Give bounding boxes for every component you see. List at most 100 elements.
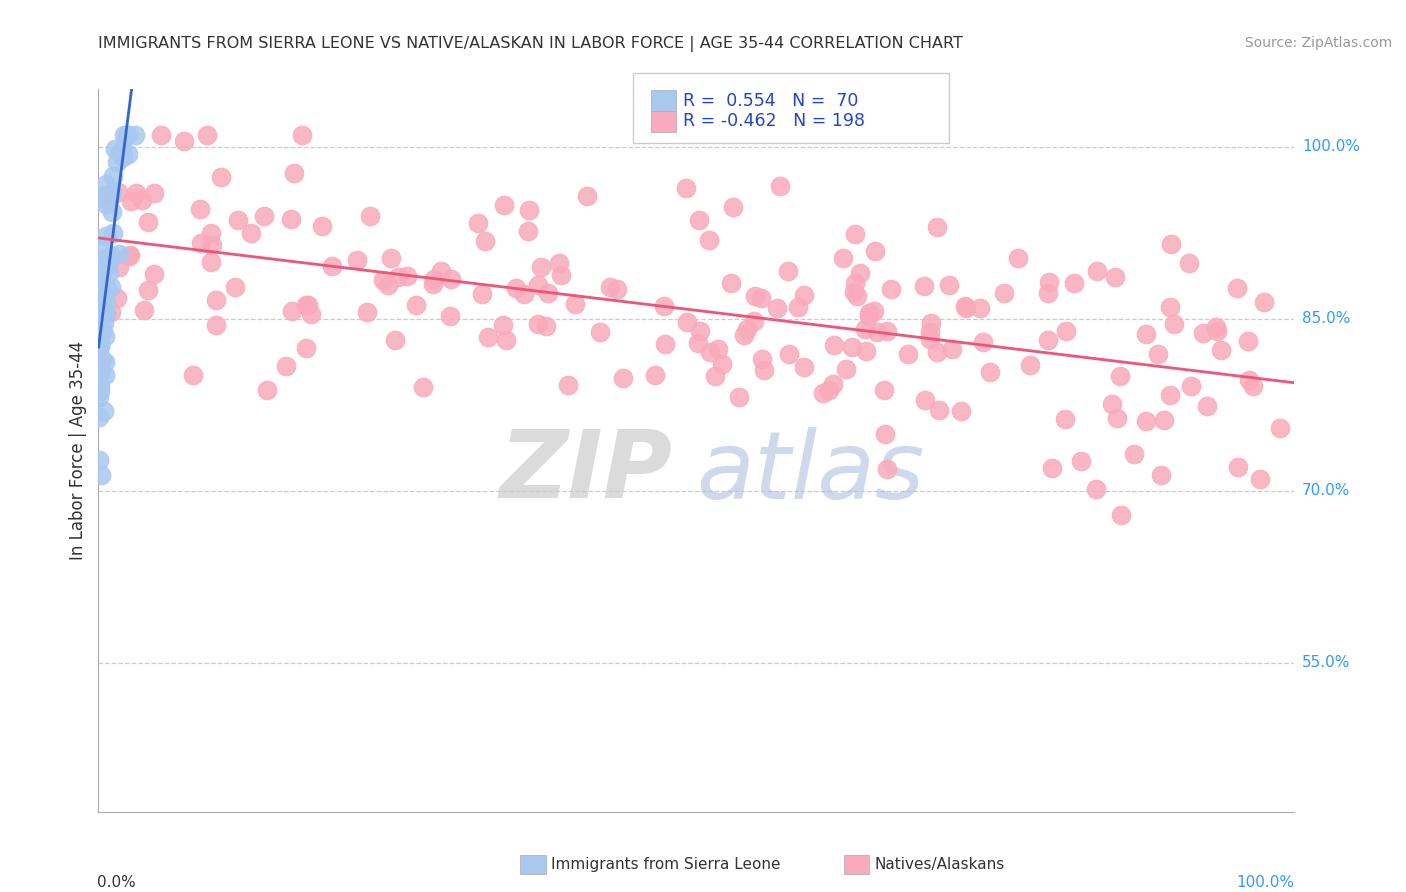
Point	[918, 326, 941, 340]
Point	[873, 383, 896, 397]
Point	[979, 365, 1001, 379]
Point	[87, 369, 110, 384]
Point	[104, 142, 127, 156]
Point	[606, 282, 628, 296]
Point	[811, 386, 834, 401]
Text: ZIP: ZIP	[499, 426, 672, 518]
Point	[89, 384, 111, 398]
Point	[201, 238, 224, 252]
Text: IMMIGRANTS FROM SIERRA LEONE VS NATIVE/ALASKAN IN LABOR FORCE | AGE 35-44 CORREL: IMMIGRANTS FROM SIERRA LEONE VS NATIVE/A…	[98, 36, 963, 52]
Point	[117, 128, 139, 142]
Point	[1063, 276, 1085, 290]
Point	[842, 285, 865, 299]
Point	[89, 279, 111, 293]
Point	[377, 277, 399, 292]
Point	[94, 355, 117, 369]
Point	[371, 273, 394, 287]
Point	[823, 377, 845, 392]
Point	[1070, 454, 1092, 468]
Point	[94, 177, 117, 191]
Point	[793, 359, 815, 374]
Point	[101, 205, 124, 219]
Point	[1084, 482, 1107, 496]
Point	[1195, 399, 1218, 413]
Point	[283, 166, 305, 180]
Point	[142, 186, 165, 200]
Point	[356, 305, 378, 319]
Point	[1135, 327, 1157, 342]
Point	[749, 291, 772, 305]
Point	[914, 392, 936, 407]
Point	[118, 247, 141, 261]
Text: 55.0%: 55.0%	[1302, 655, 1350, 670]
Point	[550, 268, 572, 283]
Point	[925, 345, 948, 359]
Point	[112, 150, 135, 164]
Point	[676, 315, 699, 329]
Point	[527, 317, 550, 331]
Point	[876, 324, 898, 338]
Point	[125, 186, 148, 201]
Point	[90, 468, 112, 483]
Point	[297, 298, 319, 312]
Point	[188, 202, 211, 217]
Point	[134, 303, 156, 318]
Point	[181, 368, 204, 382]
Point	[831, 251, 853, 265]
Point	[863, 244, 886, 259]
Point	[846, 288, 869, 302]
Point	[396, 268, 419, 283]
Point	[280, 212, 302, 227]
Point	[1053, 411, 1076, 425]
Point	[97, 266, 120, 280]
Point	[841, 340, 863, 354]
Point	[100, 280, 122, 294]
Point	[100, 304, 122, 318]
Point	[492, 198, 515, 212]
Text: R = -0.462   N = 198: R = -0.462 N = 198	[683, 112, 865, 130]
Point	[787, 300, 810, 314]
Point	[89, 338, 111, 352]
Point	[467, 216, 489, 230]
Point	[380, 251, 402, 265]
Point	[1163, 318, 1185, 332]
Point	[240, 226, 263, 240]
Point	[675, 180, 697, 194]
Point	[751, 351, 773, 366]
Point	[1109, 508, 1132, 522]
Point	[1226, 281, 1249, 295]
Point	[311, 219, 333, 233]
Point	[90, 311, 112, 326]
Point	[768, 178, 790, 193]
Point	[209, 169, 232, 184]
Point	[103, 169, 125, 183]
Point	[474, 235, 496, 249]
Point	[346, 253, 368, 268]
Point	[688, 213, 710, 227]
Point	[1101, 397, 1123, 411]
Point	[969, 301, 991, 316]
Point	[866, 325, 889, 339]
Point	[505, 280, 527, 294]
Point	[589, 326, 612, 340]
Point	[281, 303, 304, 318]
Point	[136, 215, 159, 229]
Point	[90, 327, 112, 342]
Point	[90, 302, 112, 317]
Point	[941, 342, 963, 356]
Point	[405, 298, 427, 312]
Point	[654, 336, 676, 351]
Point	[89, 339, 111, 353]
Point	[94, 306, 117, 320]
Point	[1159, 388, 1181, 402]
Point	[1191, 326, 1213, 340]
Point	[699, 233, 721, 247]
Point	[1040, 461, 1063, 475]
Point	[100, 249, 122, 263]
Point	[972, 334, 994, 349]
Point	[1236, 334, 1258, 348]
Point	[90, 191, 112, 205]
Point	[91, 310, 114, 324]
Point	[766, 301, 789, 316]
Point	[89, 379, 111, 393]
